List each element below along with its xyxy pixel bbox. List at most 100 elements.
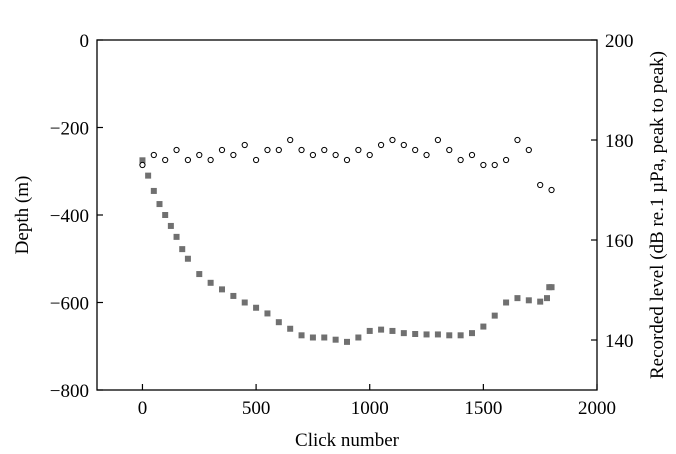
recorded-level-series — [139, 136, 555, 194]
depth-point — [469, 330, 475, 337]
depth-point — [298, 332, 305, 339]
x-tick-label: 500 — [242, 398, 271, 419]
depth-point — [503, 299, 510, 306]
depth-point — [412, 331, 419, 337]
depth-point — [309, 334, 316, 341]
depth-point — [544, 295, 550, 302]
depth-point — [230, 292, 237, 299]
recorded-level-point — [287, 136, 294, 144]
depth-point — [150, 187, 157, 194]
recorded-level-point — [491, 161, 498, 169]
depth-point — [139, 157, 146, 164]
recorded-level-point — [457, 156, 464, 164]
recorded-level-point — [537, 181, 544, 189]
left-y-tick-label: −400 — [50, 206, 89, 227]
depth-point — [184, 255, 191, 262]
depth-point — [321, 334, 328, 341]
right-y-axis-title: Recorded level (dB re.1 µPa, peak to pea… — [647, 51, 668, 379]
recorded-level-point — [412, 146, 419, 154]
depth-point — [287, 325, 294, 332]
recorded-level-point — [275, 146, 282, 154]
depth-point — [548, 284, 555, 291]
x-tick-label: 0 — [138, 398, 148, 419]
recorded-level-point — [366, 151, 373, 159]
depth-point — [179, 246, 186, 253]
recorded-level-point — [355, 146, 362, 154]
depth-point — [173, 233, 180, 240]
recorded-level-point — [218, 146, 226, 154]
depth-point — [332, 336, 339, 343]
axis-ticks: 0 500 1000 1500 2000 0 −200 −400 −600 −800 200 180 1… — [50, 31, 634, 419]
right-y-tick-label: 180 — [605, 131, 634, 152]
depth-series — [139, 157, 555, 345]
recorded-level-point — [309, 151, 317, 159]
right-y-tick-label: 140 — [605, 331, 634, 352]
depth-point — [275, 319, 282, 326]
depth-point — [241, 299, 248, 306]
recorded-level-point — [377, 141, 385, 149]
recorded-level-point — [321, 146, 328, 154]
recorded-level-point — [184, 156, 192, 164]
x-axis-title: Click number — [295, 430, 400, 451]
depth-point — [537, 298, 544, 305]
depth-point — [366, 327, 373, 334]
recorded-level-point — [434, 136, 442, 144]
left-y-tick-label: −800 — [50, 381, 89, 402]
recorded-level-point — [548, 186, 555, 194]
recorded-level-point — [150, 151, 157, 159]
recorded-level-point — [298, 146, 305, 154]
recorded-level-point — [139, 161, 146, 169]
plot-area — [96, 39, 598, 391]
depth-point — [264, 310, 271, 317]
depth-point — [162, 212, 169, 218]
depth-point — [525, 297, 532, 304]
recorded-level-point — [389, 136, 396, 144]
recorded-level-point — [525, 146, 532, 154]
recorded-level-point — [400, 141, 407, 149]
recorded-level-point — [480, 161, 487, 169]
recorded-level-point — [207, 156, 214, 164]
x-tick-label: 1000 — [351, 398, 389, 419]
depth-point — [219, 286, 225, 293]
recorded-level-point — [230, 151, 237, 159]
depth-point — [457, 332, 464, 339]
right-y-tick-label: 200 — [605, 31, 634, 52]
depth-point — [253, 304, 260, 311]
depth-point — [344, 338, 350, 345]
recorded-level-point — [446, 146, 453, 154]
depth-point — [167, 222, 174, 229]
depth-point — [480, 323, 487, 330]
recorded-level-point — [162, 156, 169, 164]
recorded-level-point — [252, 156, 260, 164]
left-y-tick-label: −200 — [50, 119, 89, 140]
recorded-level-point — [343, 156, 351, 164]
right-y-tick-label: 160 — [605, 231, 634, 252]
recorded-level-point — [502, 156, 510, 164]
left-y-tick-label: −600 — [50, 294, 89, 315]
depth-point — [196, 271, 203, 278]
recorded-level-point — [241, 141, 248, 149]
depth-point — [378, 326, 385, 333]
recorded-level-point — [468, 151, 476, 159]
depth-point — [434, 331, 441, 338]
depth-point — [514, 295, 521, 302]
recorded-level-point — [264, 146, 271, 154]
recorded-level-point — [332, 151, 339, 159]
depth-point — [355, 334, 362, 341]
left-y-tick-label: 0 — [80, 31, 90, 52]
depth-point — [207, 279, 214, 286]
depth-point — [491, 312, 498, 319]
depth-point — [423, 331, 430, 338]
left-y-axis-title: Depth (m) — [12, 176, 33, 255]
depth-point — [446, 332, 453, 339]
depth-point — [145, 172, 152, 179]
depth-point — [156, 201, 163, 208]
recorded-level-point — [173, 146, 180, 154]
depth-point — [389, 327, 396, 334]
x-tick-label: 2000 — [578, 398, 616, 419]
x-tick-label: 1500 — [464, 398, 502, 419]
recorded-level-point — [423, 151, 430, 159]
recorded-level-point — [196, 151, 203, 159]
depth-point — [400, 330, 407, 337]
